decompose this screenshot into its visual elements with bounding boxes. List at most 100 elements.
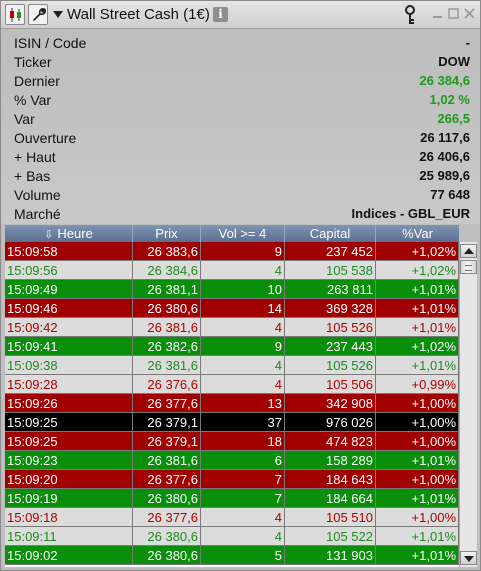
header-heure[interactable]: ⇩ Heure [5, 225, 133, 242]
cell-time: 15:09:25 [5, 413, 133, 432]
cell-volume: 4 [201, 375, 285, 394]
cell-capital: 158 289 [285, 451, 376, 470]
cell-price: 26 383,6 [133, 242, 201, 261]
info-row: Var 266,5 [1, 110, 480, 129]
dropdown-arrow-icon[interactable] [53, 11, 63, 18]
info-label: Marché [14, 206, 61, 222]
info-row: Marché Indices - GBL_EUR [1, 205, 480, 224]
cell-volume: 4 [201, 261, 285, 280]
titlebar: Wall Street Cash (1€) i [1, 1, 480, 29]
cell-capital: 105 510 [285, 508, 376, 527]
cell-volume: 4 [201, 356, 285, 375]
info-value: 266,5 [437, 111, 470, 126]
info-value: 26 384,6 [419, 73, 470, 88]
cell-price: 26 377,6 [133, 470, 201, 489]
table-row[interactable]: 15:09:28 26 376,6 4 105 506 +0,99% [5, 375, 459, 394]
header-capital[interactable]: Capital [285, 225, 376, 242]
info-row: Ouverture 26 117,6 [1, 129, 480, 148]
cell-time: 15:09:19 [5, 489, 133, 508]
info-row: % Var 1,02 % [1, 91, 480, 110]
info-label: Var [14, 111, 35, 127]
cell-capital: 105 526 [285, 318, 376, 337]
cell-capital: 184 664 [285, 489, 376, 508]
table-row[interactable]: 15:09:41 26 382,6 9 237 443 +1,02% [5, 337, 459, 356]
cell-price: 26 381,6 [133, 451, 201, 470]
scroll-up-button[interactable] [460, 244, 477, 258]
table-row[interactable]: 15:09:26 26 377,6 13 342 908 +1,00% [5, 394, 459, 413]
cell-volume: 4 [201, 508, 285, 527]
table-row[interactable]: 15:09:18 26 377,6 4 105 510 +1,00% [5, 508, 459, 527]
candlestick-chart-icon[interactable] [5, 4, 25, 25]
cell-volume: 14 [201, 299, 285, 318]
cell-time: 15:09:49 [5, 280, 133, 299]
cell-price: 26 377,6 [133, 394, 201, 413]
table-row[interactable]: 15:09:42 26 381,6 4 105 526 +1,01% [5, 318, 459, 337]
table-row[interactable]: 15:09:38 26 381,6 4 105 526 +1,01% [5, 356, 459, 375]
table-row[interactable]: 15:09:19 26 380,6 7 184 664 +1,01% [5, 489, 459, 508]
table-row[interactable]: 15:09:23 26 381,6 6 158 289 +1,01% [5, 451, 459, 470]
cell-var: +1,00% [376, 508, 459, 527]
table-row[interactable]: 15:09:58 26 383,6 9 237 452 +1,02% [5, 242, 459, 261]
cell-capital: 105 522 [285, 527, 376, 546]
link-icon[interactable] [401, 4, 423, 26]
cell-capital: 474 823 [285, 432, 376, 451]
table-row[interactable]: 15:09:02 26 380,6 5 131 903 +1,01% [5, 546, 459, 565]
minimize-icon[interactable] [431, 7, 444, 20]
cell-capital: 105 526 [285, 356, 376, 375]
cell-time: 15:09:56 [5, 261, 133, 280]
cell-var: +1,01% [376, 356, 459, 375]
cell-capital: 369 328 [285, 299, 376, 318]
cell-time: 15:09:02 [5, 546, 133, 565]
header-volume[interactable]: Vol >= 4 [201, 225, 285, 242]
table-row[interactable]: 15:09:49 26 381,1 10 263 811 +1,01% [5, 280, 459, 299]
info-value: 26 406,6 [419, 149, 470, 164]
info-label: Ticker [14, 54, 52, 70]
cell-var: +1,00% [376, 432, 459, 451]
header-prix[interactable]: Prix [133, 225, 201, 242]
info-value: 25 989,6 [419, 168, 470, 183]
table-row[interactable]: 15:09:11 26 380,6 4 105 522 +1,01% [5, 527, 459, 546]
table-row[interactable]: 15:09:56 26 384,6 4 105 538 +1,02% [5, 261, 459, 280]
cell-price: 26 380,6 [133, 489, 201, 508]
info-label: + Haut [14, 149, 56, 165]
cell-time: 15:09:18 [5, 508, 133, 527]
header-var[interactable]: %Var [402, 226, 433, 241]
scroll-thumb[interactable] [460, 260, 477, 274]
cell-price: 26 376,6 [133, 375, 201, 394]
info-label: Ouverture [14, 130, 77, 146]
info-row: ISIN / Code - [1, 34, 480, 53]
cell-capital: 263 811 [285, 280, 376, 299]
cell-time: 15:09:46 [5, 299, 133, 318]
cell-volume: 37 [201, 413, 285, 432]
maximize-icon[interactable] [447, 7, 460, 20]
info-row: Volume 77 648 [1, 186, 480, 205]
cell-volume: 5 [201, 546, 285, 565]
table-row[interactable]: 15:09:25 26 379,1 37 976 026 +1,00% [5, 413, 459, 432]
info-icon[interactable]: i [213, 7, 228, 22]
close-icon[interactable] [463, 7, 476, 20]
table-row[interactable]: 15:09:20 26 377,6 7 184 643 +1,00% [5, 470, 459, 489]
cell-capital: 105 506 [285, 375, 376, 394]
cell-time: 15:09:20 [5, 470, 133, 489]
window-title: Wall Street Cash (1€) [67, 6, 210, 23]
scroll-down-button[interactable] [460, 551, 477, 565]
arrow-up-icon [464, 248, 474, 254]
cell-var: +1,00% [376, 470, 459, 489]
cell-volume: 18 [201, 432, 285, 451]
cell-price: 26 381,6 [133, 318, 201, 337]
info-value: Indices - GBL_EUR [351, 206, 470, 221]
info-row: Dernier 26 384,6 [1, 72, 480, 91]
vertical-scrollbar[interactable] [459, 242, 477, 567]
trades-table: ⇩ Heure Prix Vol >= 4 Capital %Var 15:09:… [5, 225, 459, 567]
cell-price: 26 381,1 [133, 280, 201, 299]
cell-price: 26 380,6 [133, 527, 201, 546]
cell-var: +1,01% [376, 299, 459, 318]
cell-volume: 6 [201, 451, 285, 470]
table-row[interactable]: 15:09:46 26 380,6 14 369 328 +1,01% [5, 299, 459, 318]
table-row[interactable]: 15:09:25 26 379,1 18 474 823 +1,00% [5, 432, 459, 451]
cell-time: 15:09:58 [5, 242, 133, 261]
cell-time: 15:09:28 [5, 375, 133, 394]
cell-capital: 237 452 [285, 242, 376, 261]
cell-price: 26 380,6 [133, 299, 201, 318]
wrench-icon[interactable] [28, 4, 48, 25]
